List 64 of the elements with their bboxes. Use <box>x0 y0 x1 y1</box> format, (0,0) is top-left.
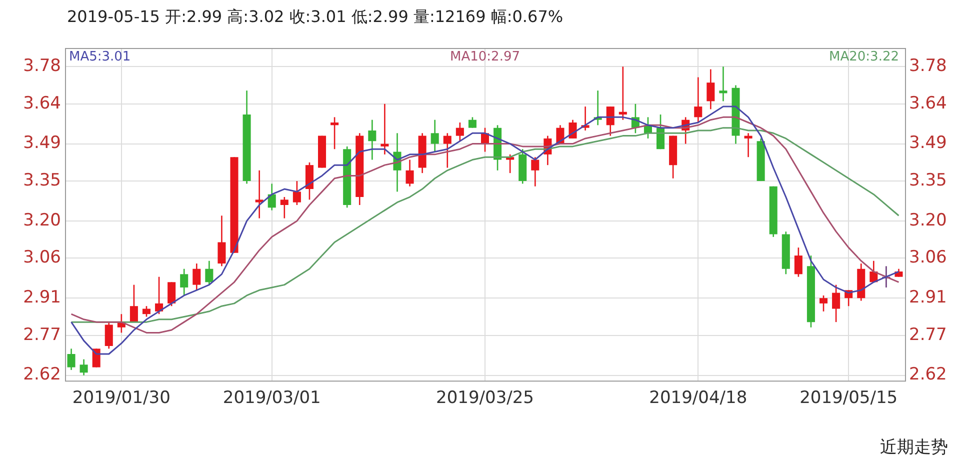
candlestick <box>794 246 802 278</box>
candlestick <box>192 262 201 291</box>
candlestick <box>130 284 138 323</box>
y2-tick-label: 2.91 <box>909 288 947 308</box>
candlestick <box>180 268 188 296</box>
x-tick-label: 2019/01/30 <box>72 388 170 408</box>
chart-title: 2019-05-15 开:2.99 高:3.02 收:3.01 低:2.99 量:12169 幅:0.67% <box>67 7 564 26</box>
candlestick <box>456 122 464 142</box>
y2-tick-label: 3.35 <box>909 170 947 190</box>
candlestick <box>443 132 452 168</box>
candlestick <box>656 114 665 150</box>
candlestick <box>168 282 176 307</box>
y-tick-label: 2.62 <box>23 364 61 385</box>
candlestick <box>744 132 752 158</box>
y-tick-label: 3.64 <box>23 93 61 114</box>
y2-tick-label: 2.77 <box>909 324 947 345</box>
candlestick <box>218 214 226 267</box>
candlestick <box>280 196 288 219</box>
x-tick-label: 2019/03/01 <box>222 388 321 408</box>
y-tick-label: 3.20 <box>23 210 61 230</box>
y-tick-label: 3.78 <box>23 56 61 76</box>
candlestick <box>531 156 540 188</box>
y2-tick-label: 2.62 <box>909 364 947 385</box>
candlestick <box>468 116 476 128</box>
candlestick <box>330 116 339 150</box>
y-tick-label: 3.49 <box>23 133 61 154</box>
candlestick <box>430 119 439 152</box>
y2-tick-label: 3.20 <box>909 210 947 230</box>
y-tick-label: 3.06 <box>23 248 61 268</box>
text: MA10:2.97 <box>450 49 520 64</box>
candlestick <box>706 68 715 110</box>
candlestick <box>719 66 728 102</box>
candlestick <box>292 180 301 206</box>
candlestick <box>104 321 113 350</box>
candlestick <box>618 66 627 120</box>
y2-tick-label: 3.49 <box>909 133 947 154</box>
candlestick <box>305 162 314 200</box>
x-tick-label: 2019/03/25 <box>436 388 534 408</box>
candlestick <box>406 159 414 188</box>
candlestick <box>368 119 376 160</box>
text: MA5:3.01 <box>69 49 131 64</box>
candlestick <box>255 170 264 219</box>
candlestick <box>606 106 614 136</box>
y-tick-label: 2.77 <box>23 324 61 345</box>
candlestick <box>819 294 828 312</box>
text: 近期走势 <box>880 437 948 458</box>
candlestick <box>832 284 840 323</box>
y2-tick-label: 3.64 <box>909 93 947 114</box>
candlestick <box>694 76 702 124</box>
candlestick <box>380 103 389 156</box>
y2-tick-label: 3.06 <box>909 248 947 268</box>
candlestick <box>268 183 276 211</box>
text: MA20:3.22 <box>829 49 899 64</box>
x-tick-label: 2019/04/18 <box>649 388 748 408</box>
candlestick <box>67 348 76 371</box>
candlestick <box>205 260 214 286</box>
y2-tick-label: 3.78 <box>909 56 947 76</box>
y-tick-label: 2.91 <box>23 288 61 308</box>
candlestick <box>80 358 88 376</box>
candlestick <box>92 348 100 368</box>
y-tick-label: 3.35 <box>23 170 61 190</box>
candlestick <box>568 119 577 140</box>
x-tick-label: 2019/05/15 <box>800 388 898 408</box>
candlestick <box>142 305 151 318</box>
